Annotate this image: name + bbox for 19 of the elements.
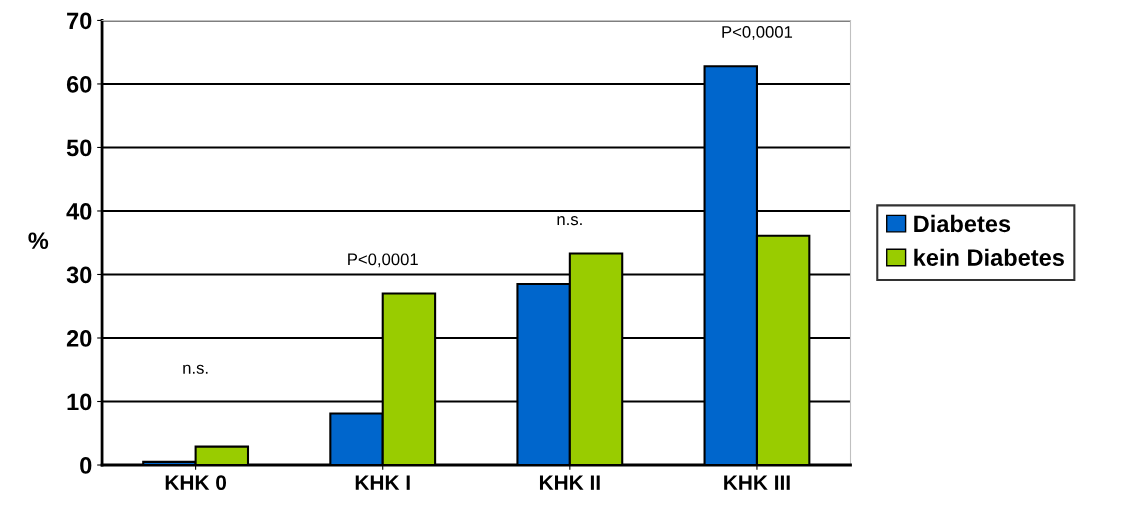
y-tick-label: 70 [67, 12, 92, 30]
y-tick-label: 60 [66, 76, 92, 93]
y-tick-label: 50 [66, 139, 92, 157]
y-tick-label: 40 [66, 203, 92, 220]
y-tick-label: 10 [67, 393, 92, 411]
x-tick-label: KHK II [539, 475, 600, 490]
annotation: P<0,0001 [722, 26, 793, 40]
legend-label: Diabetes [914, 214, 1011, 233]
y-axis-title: % [28, 232, 49, 250]
x-tick-label: KHK III [724, 475, 790, 490]
annotation: n.s. [557, 216, 582, 226]
annotation: P<0,0001 [348, 253, 418, 268]
x-tick-label: KHK I [355, 475, 410, 490]
y-tick-label: 0 [80, 457, 92, 474]
annotation: n.s. [183, 364, 208, 374]
legend-label: kein Diabetes [914, 248, 1064, 266]
y-tick-label: 20 [66, 330, 92, 347]
x-tick-label: KHK 0 [165, 475, 227, 491]
y-tick-label: 30 [66, 266, 92, 284]
